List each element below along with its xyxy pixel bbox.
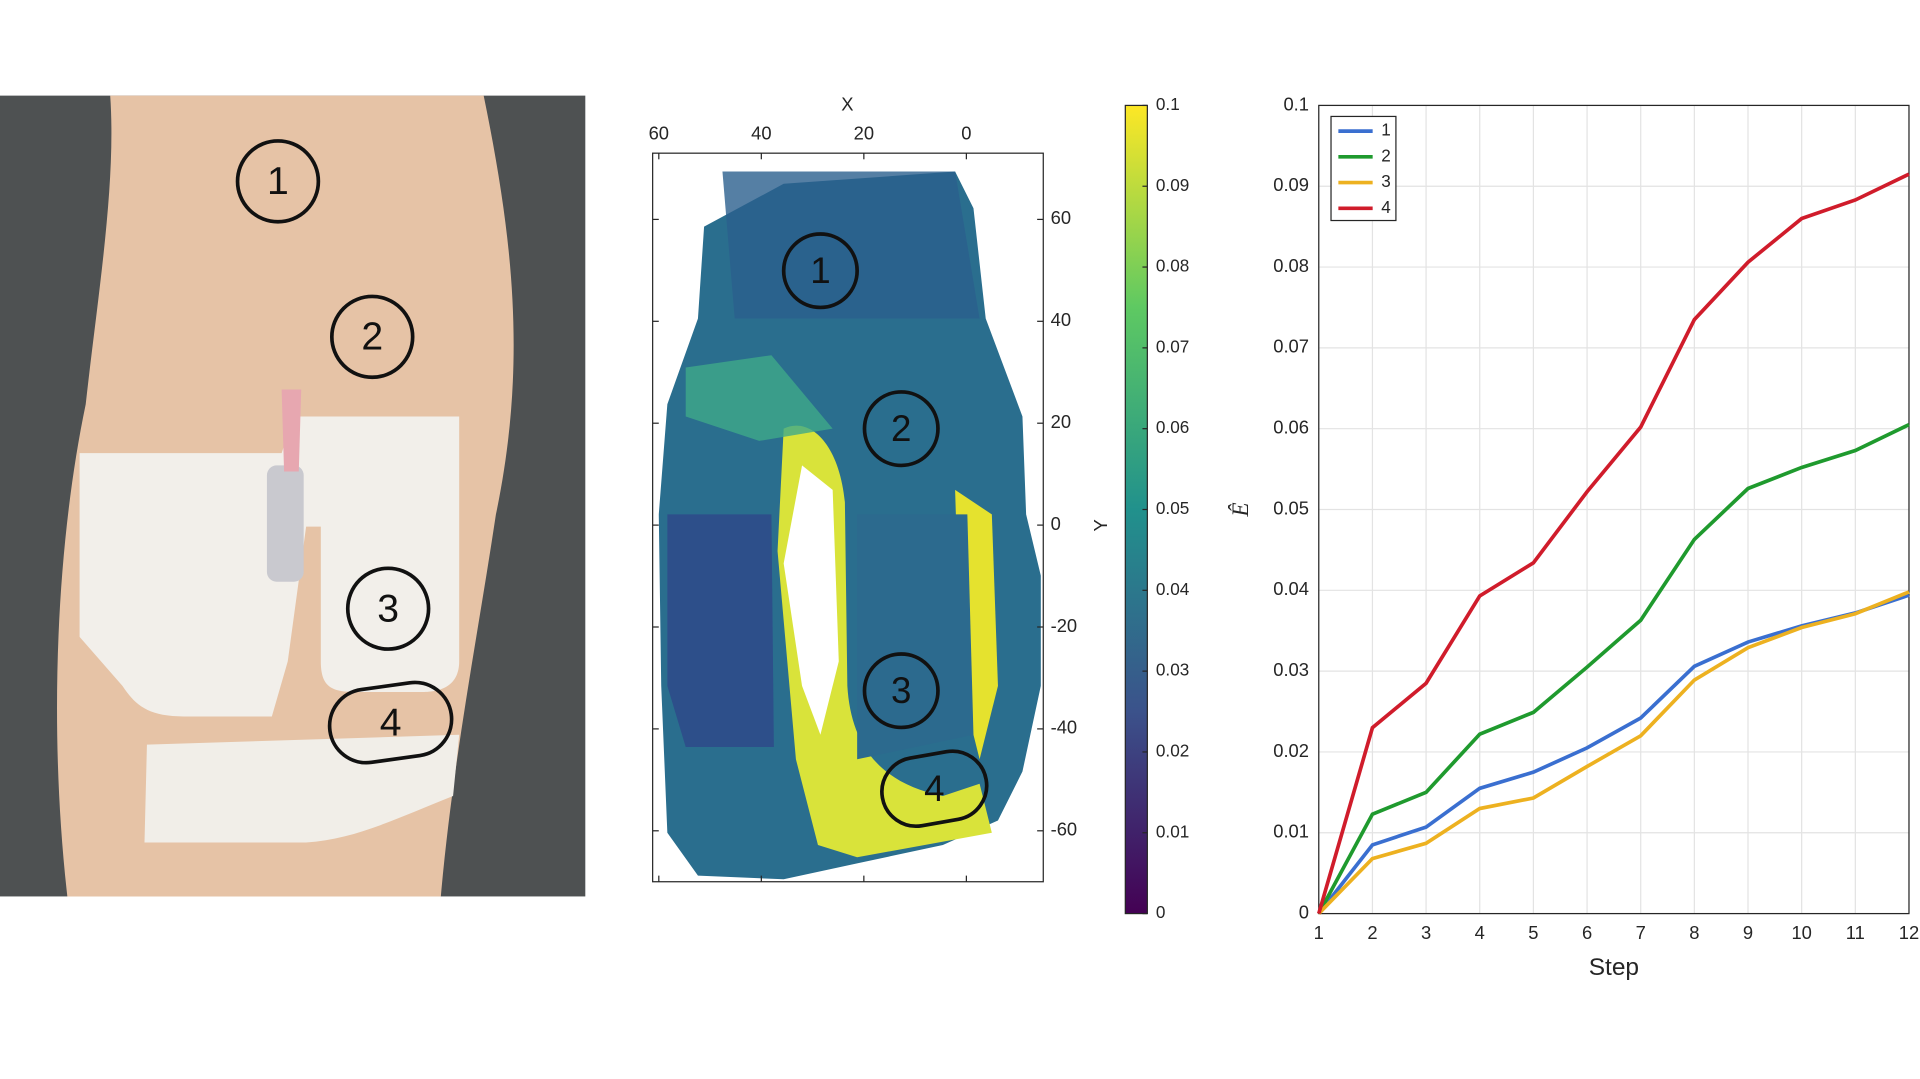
x-tick-label: 6 [1582,922,1592,943]
x-tick-label: 11 [1846,922,1865,943]
x-tick-label: 3 [1421,922,1431,943]
y-tick-label: 20 [1051,411,1071,432]
axes-box [1318,104,1910,915]
legend-label: 2 [1381,145,1391,165]
y-tick-label: 0.07 [1273,336,1309,357]
x-axis-label: Step [1589,954,1639,981]
x-tick-label: 10 [1791,922,1811,943]
annotation-circle [781,232,859,310]
photo [0,95,586,897]
y-tick-label: 0.02 [1273,740,1309,761]
colorbar-tick-label: 0.04 [1156,579,1190,599]
colorbar-tick-label: 0.08 [1156,256,1189,276]
photo-label: 4 [380,701,402,744]
y-tick-label: 0.09 [1273,174,1309,195]
y-axis-label: Y [1090,519,1111,531]
y-tick-label: 0.01 [1273,821,1309,842]
x-tick-label: 9 [1743,922,1753,943]
y-tick-label: 0 [1299,901,1309,922]
y-tick-label: 0.04 [1273,578,1309,599]
annotation-circle [862,652,940,730]
y-tick-label: -60 [1051,819,1078,840]
series-line [1317,590,1910,915]
x-tick-label: 1 [1314,922,1324,943]
y-tick-label: 0.05 [1273,497,1309,518]
x-tick-label: 20 [854,123,874,144]
y-axis-label: Ê [1228,502,1254,517]
label-circle [345,566,431,651]
x-tick-label: 40 [751,123,771,144]
photo-label: 2 [361,316,383,359]
x-tick-label: 60 [649,123,669,144]
x-tick-label: 2 [1367,922,1377,943]
y-tick-label: 0.08 [1273,255,1309,276]
annotation: 1 [810,250,830,291]
colorbar-tick-label: 0.09 [1156,175,1189,195]
x-tick-label: 4 [1475,922,1485,943]
label-pill [327,680,454,765]
y-tick-label: 0 [1051,513,1061,534]
legend-label: 4 [1381,197,1391,217]
annotation-circle [862,390,940,468]
colorbar-tick-label: 0.06 [1156,417,1189,437]
colorbar-tick-label: 0 [1156,902,1166,922]
annotation: 3 [891,670,911,711]
legend-label: 1 [1381,120,1391,140]
legend-label: 3 [1381,171,1391,191]
legend-box [1330,115,1397,222]
y-tick-label: -40 [1051,717,1078,738]
colorbar-tick-label: 0.07 [1156,336,1189,356]
y-tick-label: 0.03 [1273,659,1309,680]
y-tick-label: 60 [1051,207,1071,228]
colorbar-tick-label: 0.03 [1156,660,1189,680]
x-tick-label: 7 [1636,922,1646,943]
photo-label: 1 [267,160,289,203]
annotation: 2 [891,408,911,449]
series-line [1317,422,1910,915]
colorbar-tick-label: 0.02 [1156,740,1189,760]
x-tick-label: 5 [1528,922,1538,943]
x-axis-label: X [841,93,853,114]
colorbar-tick-label: 0.01 [1156,821,1189,841]
annotation-pill [880,749,989,828]
colorbar-tick-label: 0.1 [1156,94,1180,114]
label-circle [235,139,321,224]
x-tick-label: 12 [1899,922,1919,943]
axes-box [652,152,1044,883]
x-tick-label: 8 [1689,922,1699,943]
y-tick-label: 40 [1051,309,1071,330]
photo-label: 3 [377,587,399,630]
series-line [1317,172,1910,915]
y-tick-label: 0.06 [1273,417,1309,438]
heatmap-image [658,171,1041,880]
annotation: 4 [924,768,944,809]
y-tick-label: 0.1 [1283,93,1309,114]
label-circle [330,294,415,380]
x-tick-label: 0 [961,123,971,144]
y-tick-label: -20 [1051,615,1078,636]
colorbar-tick-label: 0.05 [1156,498,1189,518]
